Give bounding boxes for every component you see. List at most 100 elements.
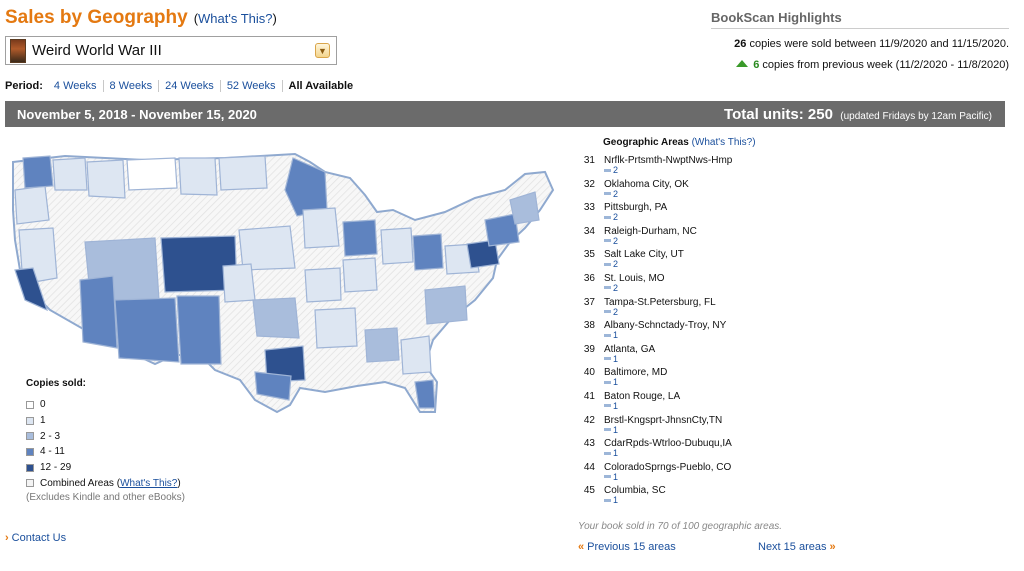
combined-whats-this-link[interactable]: What's This? <box>120 477 178 489</box>
count-bar <box>604 498 611 502</box>
geo-count: 1 <box>604 354 618 364</box>
geo-count-value: 1 <box>613 330 619 341</box>
geo-count-value: 1 <box>613 353 619 364</box>
geo-rank: 31 <box>583 155 595 166</box>
count-bar <box>604 262 611 266</box>
previous-areas-link[interactable]: Previous 15 areas <box>587 541 676 553</box>
geo-count: 2 <box>604 236 618 246</box>
bookscan-highlights: BookScan Highlights 26 copies were sold … <box>711 10 1009 71</box>
geo-rank: 39 <box>583 343 595 355</box>
legend-item-1: 1 <box>26 413 185 429</box>
next-areas-link[interactable]: Next 15 areas <box>758 541 827 553</box>
geo-rank: 32 <box>583 178 595 190</box>
geo-rank: 42 <box>583 414 595 426</box>
legend-item-12-29: 12 - 29 <box>26 460 185 476</box>
legend-item-2-3: 2 - 3 <box>26 428 185 444</box>
period-24-weeks[interactable]: 24 Weeks <box>159 80 221 92</box>
geo-count: 1 <box>604 425 618 435</box>
title-whats-this: (What's This?) <box>194 11 277 26</box>
geo-header: Geographic Areas (What's This?) <box>603 137 835 148</box>
geo-count-value: 2 <box>613 306 619 317</box>
geo-count: 1 <box>604 330 618 340</box>
book-cover-thumbnail <box>10 38 26 63</box>
geo-list-item: 36 St. Louis, MO 2 <box>575 273 835 297</box>
count-bar <box>604 310 611 314</box>
geo-list-item: 40 Baltimore, MD 1 <box>575 367 835 391</box>
double-chevron-right-icon: » <box>829 541 836 553</box>
date-range: November 5, 2018 - November 15, 2020 <box>17 106 257 122</box>
geo-rank: 44 <box>583 461 595 473</box>
chevron-down-icon[interactable]: ▼ <box>315 43 330 58</box>
geo-summary: Your book sold in 70 of 100 geographic a… <box>578 521 783 532</box>
legend-label: 1 <box>40 415 46 427</box>
geo-count: 1 <box>604 401 618 411</box>
legend-label: 0 <box>40 399 46 411</box>
total-units-wrap: Total units: 250 (updated Fridays by 12a… <box>724 106 992 123</box>
geo-list-item: 41 Baton Rouge, LA 1 <box>575 391 835 415</box>
geo-area-name: Albany-Schnctady-Troy, NY <box>604 320 727 332</box>
legend-note: (Excludes Kindle and other eBooks) <box>26 492 185 504</box>
weekly-change-count: 6 <box>753 59 760 71</box>
book-select-dropdown[interactable]: Weird World War III ▼ <box>5 36 337 65</box>
geo-list-item: 31 Nrflk-Prtsmth-NwptNws-Hmp 2 <box>575 155 835 179</box>
period-selector: Period: 4 Weeks 8 Weeks 24 Weeks 52 Week… <box>5 80 359 92</box>
paren-open: ( <box>116 477 121 489</box>
geo-list-item: 32 Oklahoma City, OK 2 <box>575 179 835 203</box>
title-row: Sales by Geography (What's This?) <box>5 7 277 29</box>
count-bar <box>604 451 611 455</box>
paren-open: ( <box>193 11 199 26</box>
geo-whats-this-link[interactable]: (What's This?) <box>691 137 756 148</box>
geo-area-name: Nrflk-Prtsmth-NwptNws-Hmp <box>604 155 733 166</box>
geo-area-name: Pittsburgh, PA <box>604 202 668 214</box>
geo-list-item: 37 Tampa-St.Petersburg, FL 2 <box>575 297 835 321</box>
geo-count-value: 2 <box>613 165 619 175</box>
whats-this-link[interactable]: What's This? <box>198 11 273 26</box>
geo-rank: 40 <box>583 367 595 379</box>
geo-count: 2 <box>604 212 618 222</box>
geo-rank: 36 <box>583 272 595 284</box>
page-title: Sales by Geography <box>5 7 188 28</box>
date-range-bar: November 5, 2018 - November 15, 2020 Tot… <box>5 101 1005 127</box>
legend-swatch <box>26 479 34 488</box>
geo-count-value: 2 <box>613 212 619 223</box>
geo-list-item: 44 ColoradoSprngs-Pueblo, CO 1 <box>575 462 835 486</box>
us-sales-map[interactable] <box>5 150 575 420</box>
highlights-weekly-change: 6 copies from previous week (11/2/2020 -… <box>711 59 1009 71</box>
geo-header-title: Geographic Areas <box>603 137 689 148</box>
geo-area-name: Salt Lake City, UT <box>604 249 684 261</box>
geo-area-name: Atlanta, GA <box>604 343 656 355</box>
geo-count: 2 <box>604 259 618 269</box>
geographic-areas-panel: Geographic Areas (What's This?) 31 Nrflk-… <box>575 137 835 509</box>
geo-rank: 38 <box>583 320 595 332</box>
geo-list-item: 43 CdarRpds-Wtrloo-Dubuqu,IA 1 <box>575 438 835 462</box>
geo-rank: 41 <box>583 390 595 402</box>
contact-us-link[interactable]: Contact Us <box>11 532 67 544</box>
geo-count-value: 1 <box>613 377 619 388</box>
geo-count-value: 1 <box>613 400 619 411</box>
geo-count-value: 2 <box>613 235 619 246</box>
geo-count: 2 <box>604 307 618 317</box>
geo-area-name: CdarRpds-Wtrloo-Dubuqu,IA <box>604 438 732 450</box>
legend-label: 4 - 11 <box>40 446 65 458</box>
geo-area-name: Raleigh-Durham, NC <box>604 225 697 237</box>
arrow-up-icon <box>736 60 749 67</box>
total-units: Total units: 250 <box>724 105 833 123</box>
period-4-weeks[interactable]: 4 Weeks <box>48 80 104 92</box>
geo-list: 31 Nrflk-Prtsmth-NwptNws-Hmp 2 32 Oklahoma C… <box>575 155 835 509</box>
geo-count: 1 <box>604 448 618 458</box>
geo-list-item: 42 Brstl-Kngsprt-JhnsnCty,TN 1 <box>575 415 835 439</box>
count-bar <box>604 404 611 408</box>
geo-count-value: 2 <box>613 282 619 293</box>
geo-list-item: 35 Salt Lake City, UT 2 <box>575 249 835 273</box>
period-8-weeks[interactable]: 8 Weeks <box>104 80 160 92</box>
count-bar <box>604 215 611 219</box>
legend-label: 12 - 29 <box>40 462 72 474</box>
us-map-svg <box>12 152 555 414</box>
geo-count: 1 <box>604 472 618 482</box>
period-52-weeks[interactable]: 52 Weeks <box>221 80 283 92</box>
geo-rank: 45 <box>583 485 595 497</box>
period-all-available: All Available <box>288 80 354 92</box>
geo-list-item: 33 Pittsburgh, PA 2 <box>575 202 835 226</box>
geo-area-name: Columbia, SC <box>604 485 666 497</box>
count-bar <box>604 333 611 337</box>
